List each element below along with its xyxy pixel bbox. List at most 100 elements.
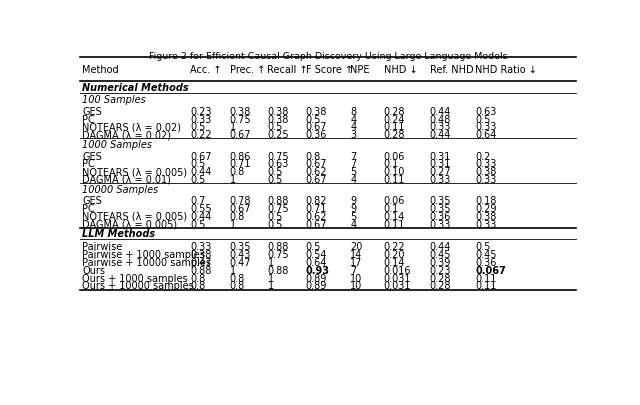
Text: 0.36: 0.36 [429, 212, 451, 222]
Text: 0.20: 0.20 [383, 250, 405, 260]
Text: 1000 Samples: 1000 Samples [83, 140, 152, 150]
Text: Acc. ↑: Acc. ↑ [190, 64, 221, 75]
Text: 0.067: 0.067 [476, 266, 506, 276]
Text: 0.14: 0.14 [383, 258, 405, 268]
Text: NOTEARS (λ = 0.005): NOTEARS (λ = 0.005) [83, 212, 188, 222]
Text: 0.64: 0.64 [306, 258, 327, 268]
Text: 0.5: 0.5 [190, 175, 205, 185]
Text: 0.62: 0.62 [306, 212, 327, 222]
Text: 0.86: 0.86 [230, 151, 251, 162]
Text: NPE: NPE [350, 64, 370, 75]
Text: 0.47: 0.47 [190, 258, 212, 268]
Text: 0.8: 0.8 [306, 151, 321, 162]
Text: PC: PC [83, 115, 95, 125]
Text: 0.11: 0.11 [383, 175, 405, 185]
Text: 0.67: 0.67 [306, 159, 327, 169]
Text: 0.22: 0.22 [383, 242, 405, 252]
Text: PC: PC [83, 204, 95, 214]
Text: 0.48: 0.48 [429, 115, 451, 125]
Text: 1: 1 [230, 122, 236, 132]
Text: 0.5: 0.5 [268, 220, 283, 230]
Text: 0.28: 0.28 [429, 273, 451, 283]
Text: 0.33: 0.33 [429, 175, 451, 185]
Text: 0.35: 0.35 [429, 204, 451, 214]
Text: 0.14: 0.14 [383, 212, 405, 222]
Text: 0.35: 0.35 [230, 242, 252, 252]
Text: 0.78: 0.78 [230, 196, 252, 206]
Text: 20: 20 [350, 242, 363, 252]
Text: 0.5: 0.5 [190, 122, 205, 132]
Text: Ours + 1000 samples: Ours + 1000 samples [83, 273, 188, 283]
Text: 0.5: 0.5 [268, 175, 283, 185]
Text: 0.5: 0.5 [268, 167, 283, 177]
Text: 4: 4 [350, 220, 356, 230]
Text: 0.63: 0.63 [268, 159, 289, 169]
Text: 0.31: 0.31 [429, 159, 451, 169]
Text: 0.67: 0.67 [306, 220, 327, 230]
Text: 0.35: 0.35 [429, 196, 451, 206]
Text: 0.33: 0.33 [429, 122, 451, 132]
Text: 0.88: 0.88 [268, 242, 289, 252]
Text: 0.5: 0.5 [268, 212, 283, 222]
Text: 0.45: 0.45 [476, 250, 497, 260]
Text: DAGMA (λ = 0.005): DAGMA (λ = 0.005) [83, 220, 178, 230]
Text: 0.10: 0.10 [383, 167, 405, 177]
Text: PC: PC [83, 159, 95, 169]
Text: 0.18: 0.18 [476, 196, 497, 206]
Text: NOTEARS (λ = 0.005): NOTEARS (λ = 0.005) [83, 167, 188, 177]
Text: 10: 10 [350, 281, 363, 291]
Text: 1: 1 [230, 175, 236, 185]
Text: 0.11: 0.11 [383, 122, 405, 132]
Text: 0.28: 0.28 [383, 107, 405, 117]
Text: 0.016: 0.016 [383, 266, 411, 276]
Text: 0.33: 0.33 [190, 242, 211, 252]
Text: 0.39: 0.39 [429, 258, 451, 268]
Text: 0.7: 0.7 [190, 196, 205, 206]
Text: NHD ↓: NHD ↓ [383, 64, 417, 75]
Text: 0.25: 0.25 [268, 130, 289, 140]
Text: 0.1: 0.1 [383, 159, 399, 169]
Text: 0.43: 0.43 [230, 250, 251, 260]
Text: 9: 9 [350, 204, 356, 214]
Text: 1: 1 [230, 220, 236, 230]
Text: 0.54: 0.54 [306, 250, 327, 260]
Text: Figure 2 for Efficient Causal Graph Discovery Using Large Language Models: Figure 2 for Efficient Causal Graph Disc… [148, 52, 508, 61]
Text: 0.28: 0.28 [383, 130, 405, 140]
Text: 0.5: 0.5 [476, 242, 491, 252]
Text: 0.28: 0.28 [429, 281, 451, 291]
Text: 0.75: 0.75 [268, 151, 289, 162]
Text: 0.29: 0.29 [476, 204, 497, 214]
Text: 0.75: 0.75 [268, 250, 289, 260]
Text: 10: 10 [350, 273, 363, 283]
Text: 0.38: 0.38 [476, 167, 497, 177]
Text: 0.89: 0.89 [306, 281, 327, 291]
Text: 0.5: 0.5 [306, 242, 321, 252]
Text: 0.38: 0.38 [230, 107, 251, 117]
Text: 0.8: 0.8 [230, 281, 245, 291]
Text: 0.38: 0.38 [476, 212, 497, 222]
Text: 4: 4 [350, 122, 356, 132]
Text: 1: 1 [268, 281, 274, 291]
Text: Pairwise + 10000 samples: Pairwise + 10000 samples [83, 258, 211, 268]
Text: 0.44: 0.44 [429, 242, 451, 252]
Text: 0.38: 0.38 [268, 115, 289, 125]
Text: 0.38: 0.38 [268, 107, 289, 117]
Text: 0.89: 0.89 [306, 273, 327, 283]
Text: GES: GES [83, 196, 102, 206]
Text: 0.82: 0.82 [306, 196, 327, 206]
Text: 0.8: 0.8 [230, 167, 245, 177]
Text: 10000 Samples: 10000 Samples [83, 185, 159, 194]
Text: NHD Ratio ↓: NHD Ratio ↓ [476, 64, 537, 75]
Text: Pairwise: Pairwise [83, 242, 123, 252]
Text: 4: 4 [350, 115, 356, 125]
Text: 0.11: 0.11 [476, 273, 497, 283]
Text: 14: 14 [350, 250, 363, 260]
Text: 7: 7 [350, 151, 356, 162]
Text: 7: 7 [350, 159, 356, 169]
Text: 3: 3 [350, 130, 356, 140]
Text: 0.67: 0.67 [230, 204, 252, 214]
Text: 1: 1 [268, 273, 274, 283]
Text: 17: 17 [350, 258, 363, 268]
Text: F Score ↑: F Score ↑ [306, 64, 353, 75]
Text: Numerical Methods: Numerical Methods [83, 83, 189, 93]
